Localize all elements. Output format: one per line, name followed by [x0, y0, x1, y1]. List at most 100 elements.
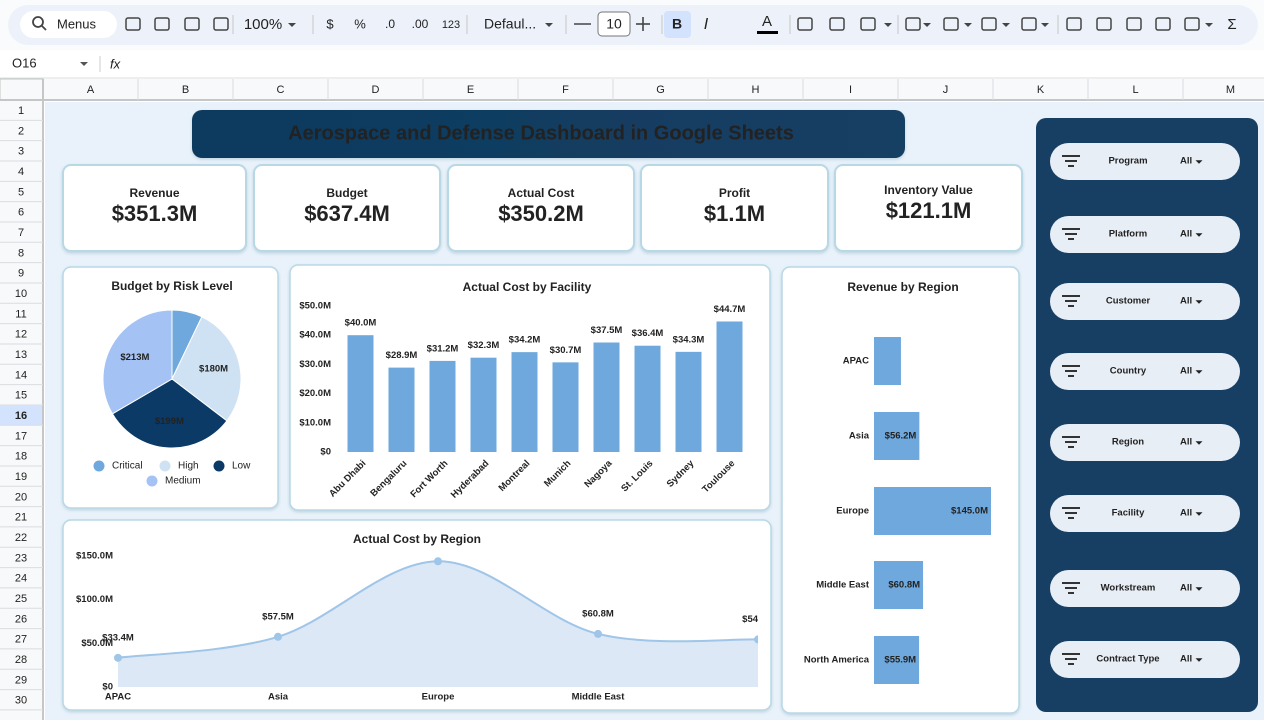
value-label: $32.3M — [468, 340, 500, 351]
row-label[interactable]: 4 — [18, 166, 24, 178]
column-label[interactable]: A — [87, 84, 95, 96]
row-label[interactable]: 9 — [18, 268, 24, 280]
point — [274, 633, 282, 641]
column-label[interactable]: L — [1132, 84, 1138, 96]
row-label[interactable]: 25 — [15, 593, 27, 605]
row-label[interactable]: 24 — [15, 573, 27, 585]
row-label[interactable]: 23 — [15, 552, 27, 564]
chart-title: Actual Cost by Facility — [463, 280, 592, 294]
row-label[interactable]: 11 — [15, 308, 26, 320]
row-label[interactable]: 7 — [18, 227, 24, 239]
value-label: $34.2M — [509, 335, 541, 346]
filter-value[interactable]: All — [1180, 366, 1192, 377]
row-label[interactable]: 5 — [18, 186, 24, 198]
filter-label[interactable]: Region — [1112, 437, 1144, 448]
column-header — [0, 79, 1264, 100]
row-label[interactable]: 15 — [15, 390, 27, 402]
bar — [553, 362, 579, 452]
filter-value[interactable]: All — [1180, 508, 1192, 519]
filter-label[interactable]: Customer — [1106, 296, 1151, 307]
row-label[interactable]: 10 — [15, 288, 27, 300]
column-label[interactable]: K — [1037, 84, 1045, 96]
category-label: Europe — [836, 506, 869, 517]
row-label[interactable]: 26 — [15, 613, 27, 625]
toolbar-item[interactable]: I — [704, 16, 709, 33]
toolbar-item[interactable]: Defaul... — [484, 16, 536, 32]
filter-label[interactable]: Facility — [1112, 508, 1145, 519]
toolbar-item[interactable]: A — [762, 13, 772, 30]
y-tick-label: $50.0M — [81, 638, 113, 649]
bar — [512, 352, 538, 452]
filter-label[interactable]: Program — [1108, 156, 1147, 167]
row-label[interactable]: 8 — [18, 247, 24, 259]
filter-label[interactable]: Platform — [1109, 229, 1148, 240]
column-label[interactable]: E — [467, 84, 474, 96]
column-label[interactable]: D — [372, 84, 380, 96]
toolbar-item[interactable]: .0 — [385, 17, 395, 31]
toolbar-item[interactable]: 123 — [442, 19, 460, 31]
filter-value[interactable]: All — [1180, 156, 1192, 167]
value-label: $40.0M — [345, 318, 377, 329]
toolbar-item[interactable]: .00 — [412, 17, 429, 31]
filter-value[interactable]: All — [1180, 296, 1192, 307]
row-label[interactable]: 28 — [15, 654, 27, 666]
filter-value[interactable]: All — [1180, 654, 1192, 665]
row-label[interactable]: 18 — [15, 451, 27, 463]
toolbar-item[interactable]: Menus — [57, 16, 97, 31]
toolbar-item[interactable]: B — [672, 16, 682, 32]
row-label[interactable]: 2 — [18, 125, 24, 137]
x-tick-label: Asia — [268, 692, 289, 703]
filter-pill[interactable] — [1050, 424, 1240, 461]
toolbar-item[interactable]: % — [354, 16, 366, 31]
category-label: APAC — [843, 356, 869, 367]
column-label[interactable]: H — [752, 84, 760, 96]
column-label[interactable]: F — [562, 84, 569, 96]
fx-label: fx — [110, 56, 121, 71]
row-label[interactable]: 3 — [18, 146, 24, 158]
column-label[interactable]: B — [182, 84, 189, 96]
y-tick-label: $50.0M — [299, 301, 331, 312]
row-label[interactable]: 27 — [15, 634, 27, 646]
filter-label[interactable]: Contract Type — [1096, 654, 1159, 665]
y-tick-label: $100.0M — [76, 594, 113, 605]
row-label[interactable]: 12 — [15, 329, 27, 341]
kpi-label: Revenue — [129, 186, 179, 200]
kpi-value: $637.4M — [304, 201, 390, 226]
toolbar-item[interactable]: $ — [326, 16, 334, 31]
row-label[interactable]: 29 — [15, 674, 27, 686]
column-label[interactable]: G — [656, 84, 665, 96]
toolbar-item[interactable]: Σ — [1227, 16, 1236, 33]
y-tick-label: $30.0M — [299, 359, 331, 370]
legend-label: Critical — [112, 461, 143, 472]
row-label[interactable]: 6 — [18, 207, 24, 219]
row-label[interactable]: 16 — [15, 410, 27, 422]
kpi-value: $350.2M — [498, 201, 584, 226]
filter-value[interactable]: All — [1180, 583, 1192, 594]
value-label: $36.4M — [632, 328, 664, 339]
row-label[interactable]: 22 — [15, 532, 27, 544]
row-label[interactable]: 14 — [15, 369, 27, 381]
filter-value[interactable]: All — [1180, 437, 1192, 448]
row-label[interactable]: 21 — [15, 512, 27, 524]
row-label[interactable]: 30 — [15, 695, 27, 707]
filter-pill[interactable] — [1050, 495, 1240, 532]
row-label[interactable]: 20 — [15, 491, 27, 503]
legend-swatch — [147, 476, 158, 487]
row-label[interactable]: 1 — [18, 105, 24, 117]
filter-label[interactable]: Country — [1110, 366, 1147, 377]
filter-value[interactable]: All — [1180, 229, 1192, 240]
value-label: $28.9M — [386, 350, 418, 361]
kpi-label: Budget — [326, 186, 367, 200]
chart-title: Revenue by Region — [847, 280, 958, 294]
toolbar-item[interactable]: 100% — [244, 16, 282, 33]
column-label[interactable]: I — [849, 84, 852, 96]
column-label[interactable]: M — [1226, 84, 1235, 96]
row-label[interactable]: 19 — [15, 471, 27, 483]
filter-label[interactable]: Workstream — [1101, 583, 1156, 594]
toolbar-item[interactable]: 10 — [606, 16, 622, 32]
row-label[interactable]: 17 — [15, 430, 27, 442]
column-label[interactable]: J — [943, 84, 949, 96]
row-label[interactable]: 13 — [15, 349, 27, 361]
column-label[interactable]: C — [277, 84, 285, 96]
name-box[interactable]: O16 — [12, 55, 37, 70]
